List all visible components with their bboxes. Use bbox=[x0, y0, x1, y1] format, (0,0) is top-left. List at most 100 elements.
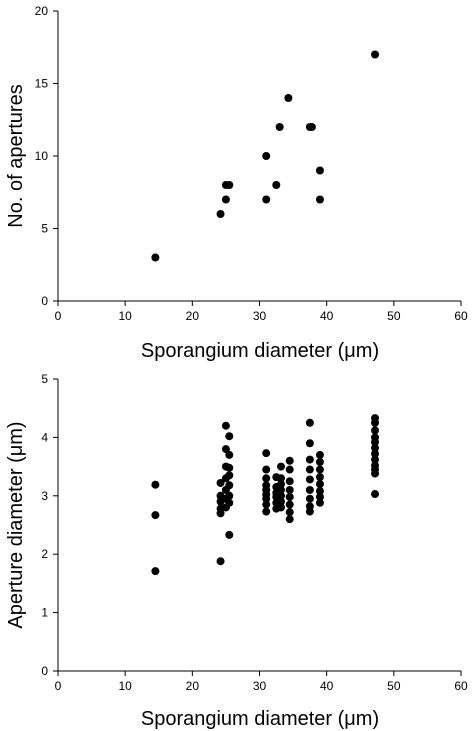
data-point bbox=[276, 503, 285, 512]
data-point bbox=[225, 432, 234, 441]
data-point bbox=[315, 492, 324, 501]
x-tick-label: 20 bbox=[186, 309, 200, 323]
y-tick-label: 3 bbox=[41, 489, 48, 503]
data-point bbox=[371, 490, 380, 499]
y-tick-label: 10 bbox=[35, 149, 49, 163]
data-point bbox=[285, 465, 294, 474]
data-point bbox=[276, 491, 285, 500]
y-tick-label: 4 bbox=[41, 430, 48, 444]
x-axis-ticks: 0 10 20 30 40 50 60 bbox=[55, 671, 468, 693]
data-point bbox=[285, 456, 294, 465]
data-point bbox=[225, 463, 234, 472]
data-point bbox=[305, 418, 314, 427]
data-point bbox=[285, 515, 294, 524]
x-tick-label: 60 bbox=[454, 679, 468, 693]
data-point bbox=[305, 507, 314, 516]
data-point bbox=[225, 498, 234, 507]
y-tick-label: 0 bbox=[41, 664, 48, 678]
data-point bbox=[151, 480, 160, 489]
data-point bbox=[371, 438, 380, 447]
scatter-points bbox=[151, 50, 380, 262]
y-tick-label: 2 bbox=[41, 547, 48, 561]
data-point bbox=[276, 480, 285, 489]
data-point bbox=[371, 469, 380, 478]
data-point bbox=[305, 485, 314, 494]
data-point bbox=[305, 494, 314, 503]
chart-apertures-count: 0 10 20 30 40 50 60 0 5 10 15 20 Sporangium diamet… bbox=[5, 4, 468, 362]
data-point bbox=[305, 455, 314, 464]
x-axis-label: Sporangium diameter (μm) bbox=[141, 708, 379, 730]
data-point bbox=[371, 50, 380, 59]
data-point bbox=[262, 500, 271, 509]
data-point bbox=[272, 181, 281, 189]
x-tick-label: 40 bbox=[320, 679, 334, 693]
y-tick-label: 5 bbox=[41, 372, 48, 386]
data-point bbox=[276, 497, 285, 506]
data-point bbox=[371, 455, 380, 464]
data-point bbox=[285, 508, 294, 517]
axis-frame bbox=[57, 379, 461, 672]
data-point bbox=[315, 473, 324, 482]
data-point bbox=[275, 123, 284, 131]
y-tick-label: 5 bbox=[41, 222, 48, 236]
data-point bbox=[315, 498, 324, 507]
y-tick-label: 0 bbox=[41, 294, 48, 308]
x-tick-label: 10 bbox=[118, 679, 132, 693]
data-point bbox=[216, 478, 225, 487]
data-point bbox=[151, 567, 160, 576]
data-point bbox=[276, 474, 285, 483]
data-point bbox=[225, 530, 234, 539]
x-tick-label: 0 bbox=[55, 309, 62, 323]
data-point bbox=[285, 492, 294, 501]
data-point bbox=[225, 491, 234, 500]
data-point bbox=[315, 195, 324, 204]
axis-frame bbox=[57, 11, 461, 302]
data-point bbox=[221, 445, 230, 454]
y-tick-label: 1 bbox=[41, 606, 48, 620]
chart-aperture-diameter: 0 10 20 30 40 50 60 0 1 2 3 4 5 Sporangium diameter… bbox=[5, 372, 468, 730]
x-tick-label: 10 bbox=[118, 309, 132, 323]
x-axis-label: Sporangium diameter (μm) bbox=[141, 340, 379, 362]
data-point bbox=[285, 500, 294, 509]
data-point bbox=[307, 123, 316, 131]
data-point bbox=[284, 94, 293, 102]
data-point bbox=[276, 485, 285, 494]
data-point bbox=[315, 487, 324, 496]
data-point bbox=[371, 426, 380, 435]
x-tick-label: 60 bbox=[454, 309, 468, 323]
data-point bbox=[315, 465, 324, 474]
data-point bbox=[216, 557, 225, 566]
data-point bbox=[151, 253, 160, 262]
scatter-points bbox=[151, 414, 380, 576]
x-tick-label: 30 bbox=[253, 679, 267, 693]
data-point bbox=[262, 474, 271, 483]
data-point bbox=[371, 418, 380, 427]
x-tick-label: 20 bbox=[186, 679, 200, 693]
x-tick-label: 50 bbox=[387, 309, 401, 323]
data-point bbox=[225, 481, 234, 490]
y-axis-label: Aperture diameter (μm) bbox=[5, 421, 27, 628]
data-point bbox=[305, 439, 314, 448]
data-point bbox=[371, 443, 380, 452]
data-point bbox=[262, 449, 271, 458]
data-point bbox=[225, 471, 234, 480]
x-axis-ticks: 0 10 20 30 40 50 60 bbox=[55, 301, 468, 323]
data-point bbox=[151, 511, 160, 520]
data-point bbox=[305, 465, 314, 474]
data-point bbox=[262, 152, 271, 160]
y-axis-label: No. of apertures bbox=[5, 84, 27, 227]
data-point bbox=[216, 509, 225, 518]
y-tick-label: 20 bbox=[35, 4, 49, 18]
x-tick-label: 50 bbox=[387, 679, 401, 693]
data-point bbox=[221, 421, 230, 430]
y-tick-label: 15 bbox=[35, 77, 49, 91]
x-tick-label: 40 bbox=[320, 309, 334, 323]
data-point bbox=[315, 450, 324, 459]
data-point bbox=[225, 450, 234, 459]
data-point bbox=[305, 475, 314, 484]
data-point bbox=[285, 477, 294, 486]
data-point bbox=[262, 195, 271, 204]
data-point bbox=[315, 480, 324, 489]
data-point bbox=[225, 181, 234, 189]
